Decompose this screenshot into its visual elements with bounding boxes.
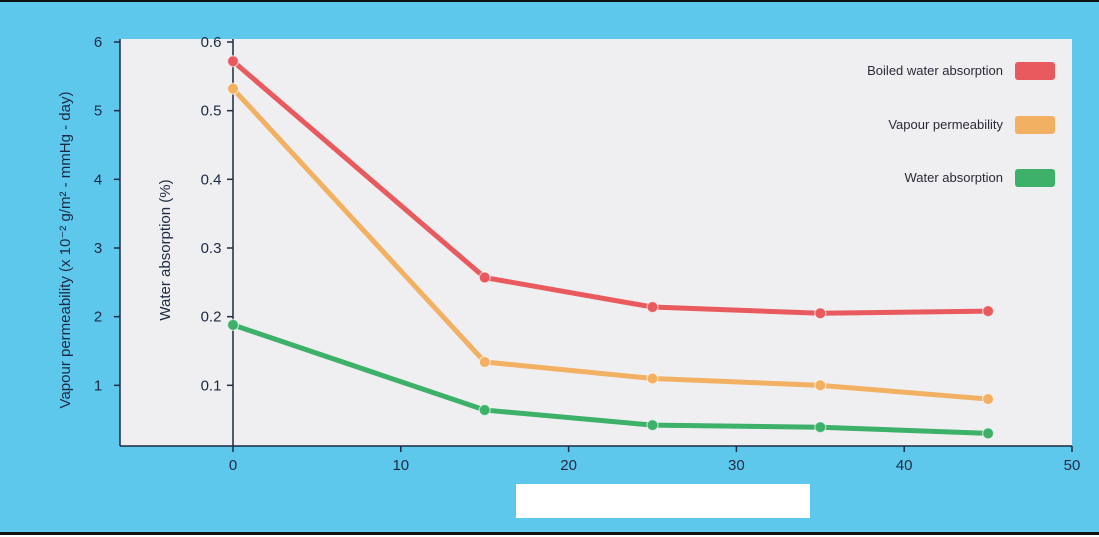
- y-vapour-tick-label: 6: [94, 34, 102, 51]
- y-vapour-tick-label: 3: [94, 240, 102, 257]
- y-water-tick-label: 0.6: [201, 34, 222, 51]
- y-vapour-tick-label: 4: [94, 171, 102, 188]
- series-line-boiled-water-absorption: [230, 58, 991, 316]
- x-tick-label: 0: [229, 457, 237, 474]
- data-point-vapour-permeability: [478, 355, 491, 369]
- data-point-water-absorption: [226, 318, 240, 332]
- data-point-vapour-permeability: [226, 82, 240, 95]
- y-water-tick-label: 0.3: [201, 240, 222, 257]
- y-water-tick-label: 0.4: [201, 171, 222, 188]
- y-vapour-tick-label: 1: [94, 377, 102, 394]
- y-water-tick-label: 0.1: [201, 377, 222, 394]
- y-vapour-tick-label: 5: [94, 103, 102, 120]
- y-axis-water-title: Water absorption (%): [157, 179, 174, 320]
- plot-area: [120, 39, 1072, 446]
- x-tick-label: 10: [392, 457, 409, 474]
- data-point-boiled-water-absorption: [226, 55, 240, 68]
- data-point-boiled-water-absorption: [814, 307, 827, 320]
- legend-label-boiled-water-absorption: Boiled water absorption: [867, 63, 1003, 78]
- data-point-water-absorption: [478, 403, 491, 417]
- y-water-tick-label: 0.2: [201, 309, 222, 326]
- legend-swatch-water-absorption: [1015, 169, 1055, 187]
- legend-label-vapour-permeability: Vapour permeability: [888, 117, 1003, 132]
- legend-swatch-boiled-water-absorption: [1015, 62, 1055, 80]
- data-point-boiled-water-absorption: [981, 305, 995, 318]
- legend: Boiled water absorption Vapour permeabili…: [867, 62, 1055, 187]
- x-tick-label: 30: [728, 457, 745, 474]
- series-line-vapour-permeability: [230, 86, 991, 402]
- data-point-vapour-permeability: [646, 372, 659, 385]
- data-point-vapour-permeability: [814, 379, 827, 392]
- series-line-water-absorption: [230, 322, 991, 436]
- y-axis-vapour-title: Vapour permeability (x 10⁻² g/m² - mmHg …: [57, 92, 74, 409]
- data-point-water-absorption: [981, 427, 995, 440]
- axes: 0 10 20 30 40 50 1 2 3 4 5 6 0.1 0.2 0.3 0.4 0.5 0.6 Vapou…: [57, 34, 1080, 474]
- x-tick-label: 40: [896, 457, 913, 474]
- series-layer: [226, 55, 995, 440]
- y-water-tick-label: 0.5: [201, 103, 222, 120]
- data-point-boiled-water-absorption: [478, 271, 491, 284]
- data-point-boiled-water-absorption: [646, 300, 659, 314]
- data-point-water-absorption: [814, 421, 827, 434]
- legend-swatch-vapour-permeability: [1015, 116, 1055, 134]
- x-tick-label: 20: [560, 457, 577, 474]
- data-point-vapour-permeability: [981, 392, 995, 406]
- y-vapour-tick-label: 2: [94, 309, 102, 326]
- x-tick-label: 50: [1064, 457, 1081, 474]
- data-point-water-absorption: [646, 419, 659, 432]
- legend-label-water-absorption: Water absorption: [904, 170, 1003, 185]
- x-axis-label-cover: [516, 484, 810, 518]
